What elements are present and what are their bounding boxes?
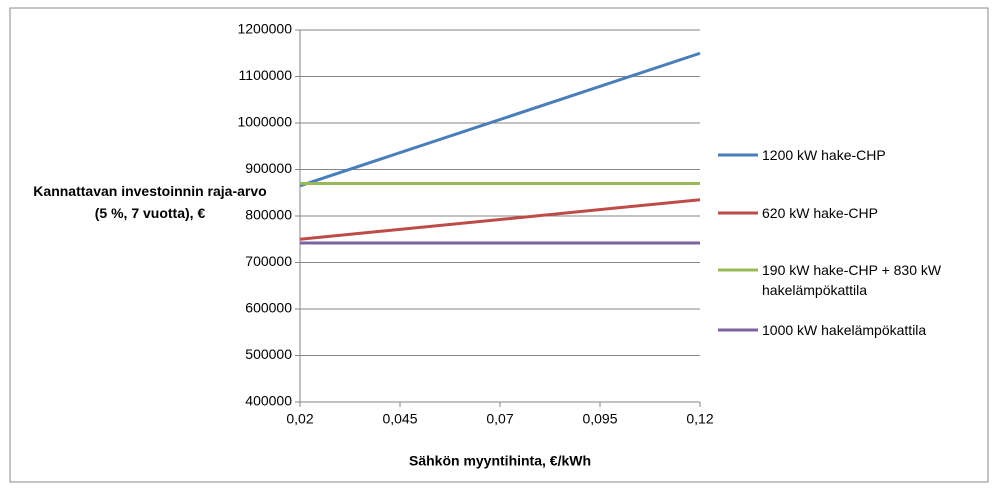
series-line <box>299 51 701 188</box>
y-axis-title: Kannattavan investoinnin raja-arvo (5 %,… <box>33 183 267 221</box>
y-tick-label: 1100000 <box>239 67 293 83</box>
y-tick-label: 400000 <box>245 393 292 409</box>
x-axis-title: Sähkön myyntihinta, €/kWh <box>409 453 591 469</box>
x-tick-label: 0,07 <box>486 411 513 427</box>
legend-label: 1000 kW hakelämpökattila <box>762 322 927 338</box>
x-tick-label: 0,045 <box>382 411 417 427</box>
x-tick-label: 0,02 <box>286 411 313 427</box>
y-tick-label: 600000 <box>245 300 292 316</box>
y-tick-label: 1200000 <box>237 21 292 37</box>
y-tick-label: 1000000 <box>237 114 292 130</box>
series-line <box>299 198 701 241</box>
y-tick-label: 500000 <box>245 346 292 362</box>
legend-label: 1200 kW hake-CHP <box>762 147 886 163</box>
y-tick-label: 900000 <box>245 160 292 176</box>
x-tick-label: 0,095 <box>582 411 617 427</box>
chart-border <box>9 7 989 483</box>
legend-label: 190 kW hake-CHP + 830 kW hakelämpökattil… <box>762 262 942 298</box>
legend-label: 620 kW hake-CHP <box>762 205 878 221</box>
x-tick-label: 0,12 <box>686 411 713 427</box>
y-tick-label: 700000 <box>245 253 292 269</box>
y-tick-label: 800000 <box>245 207 292 223</box>
